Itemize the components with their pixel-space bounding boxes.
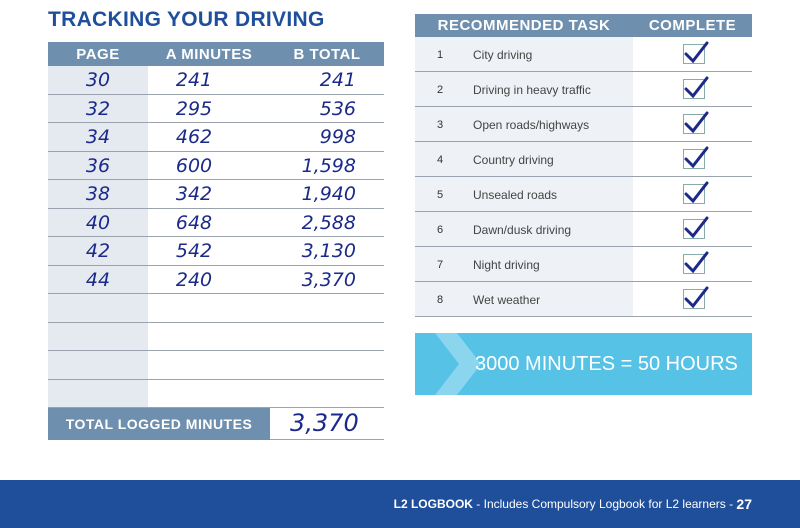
chevron xyxy=(435,333,481,395)
footer-brand: L2 LOGBOOK xyxy=(393,497,473,511)
handwritten-entry: 3,130 xyxy=(301,240,356,263)
task-number: 5 xyxy=(436,188,444,201)
checkbox xyxy=(683,41,709,64)
row-line xyxy=(270,439,384,440)
task-name: Open roads/highways xyxy=(473,117,590,132)
handwritten-entry: 36 xyxy=(85,154,111,177)
task-column-shade xyxy=(415,37,633,317)
handwritten-entry: 342 xyxy=(175,183,213,206)
handwritten-entry: 1,598 xyxy=(301,154,356,177)
row-line xyxy=(48,407,384,408)
handwritten-entry: 542 xyxy=(175,240,213,263)
row-line xyxy=(415,141,752,142)
handwritten-entry: 600 xyxy=(175,154,213,177)
row-line xyxy=(415,176,752,177)
row-line xyxy=(415,316,752,317)
task-name: Driving in heavy traffic xyxy=(473,82,591,97)
column-header: PAGE xyxy=(48,42,148,66)
checkmark xyxy=(684,251,709,274)
task-number: 1 xyxy=(436,48,444,61)
handwritten-entry: 34 xyxy=(85,126,111,149)
checkmark xyxy=(684,146,709,169)
task-number: 8 xyxy=(436,293,444,306)
checkbox xyxy=(683,76,709,99)
handwritten-entry: 2,588 xyxy=(301,211,356,234)
column-header: A MINUTES xyxy=(148,42,270,66)
task-name: Country driving xyxy=(473,152,554,167)
checkmark xyxy=(684,286,709,309)
handwritten-entry: 648 xyxy=(175,211,213,234)
row-line xyxy=(415,106,752,107)
handwritten-entry: 998 xyxy=(319,126,356,149)
row-line xyxy=(415,211,752,212)
handwritten-entry: 1,940 xyxy=(301,183,356,206)
task-name: Unsealed roads xyxy=(473,187,558,202)
checkmark xyxy=(684,181,709,204)
total-value: 3,370 xyxy=(290,409,359,437)
row-line xyxy=(48,236,384,237)
page-column-shade xyxy=(48,66,148,408)
handwritten-entry: 536 xyxy=(319,97,356,120)
total-label: TOTAL LOGGED MINUTES xyxy=(48,408,270,440)
handwritten-entry: 38 xyxy=(85,183,111,206)
checkmark xyxy=(684,216,709,239)
task-name: City driving xyxy=(473,47,533,62)
row-line xyxy=(48,122,384,123)
row-line xyxy=(48,150,384,152)
task-number: 7 xyxy=(436,258,444,271)
task-number: 4 xyxy=(436,153,444,166)
checkmark xyxy=(684,76,709,99)
column-header: B TOTAL xyxy=(270,42,384,66)
checkbox xyxy=(683,286,709,309)
task-number: 2 xyxy=(436,83,444,96)
handwritten-entry: 240 xyxy=(175,268,213,291)
checkmark xyxy=(684,41,709,64)
row-line xyxy=(415,246,752,247)
row-line xyxy=(415,71,752,72)
handwritten-entry: 241 xyxy=(319,69,356,92)
row-line xyxy=(415,281,752,282)
column-header: COMPLETE xyxy=(633,14,752,37)
handwritten-entry: 3,370 xyxy=(301,268,356,291)
row-line xyxy=(48,207,384,209)
checkbox xyxy=(683,181,709,204)
task-number: 3 xyxy=(436,118,444,131)
footer: L2 LOGBOOK - Includes Compulsory Logbook… xyxy=(0,480,800,528)
row-line xyxy=(48,378,384,380)
task-name: Night driving xyxy=(473,257,540,272)
checkbox xyxy=(683,111,709,134)
row-line xyxy=(48,350,384,351)
page-number: 27 xyxy=(736,496,752,512)
row-line xyxy=(48,93,384,95)
handwritten-entry: 32 xyxy=(85,97,111,120)
handwritten-entry: 42 xyxy=(85,240,111,263)
checkbox xyxy=(683,216,709,239)
task-name: Dawn/dusk driving xyxy=(473,222,572,237)
handwritten-entry: 462 xyxy=(175,126,213,149)
column-header: RECOMMENDED TASK xyxy=(415,14,633,37)
row-line xyxy=(48,321,384,323)
row-line xyxy=(48,264,384,266)
task-name: Wet weather xyxy=(473,292,541,307)
checkbox xyxy=(683,146,709,169)
handwritten-entry: 40 xyxy=(85,211,111,234)
task-number: 6 xyxy=(436,223,444,236)
checkbox xyxy=(683,251,709,274)
row-line xyxy=(48,179,384,180)
handwritten-entry: 30 xyxy=(85,69,111,92)
checkmark xyxy=(684,111,709,134)
banner: 3000 MINUTES = 50 HOURS xyxy=(415,333,752,395)
banner-text: 3000 MINUTES = 50 HOURS xyxy=(475,352,738,375)
handwritten-entry: 44 xyxy=(85,268,111,291)
handwritten-entry: 241 xyxy=(175,69,213,92)
row-line xyxy=(48,293,384,294)
title: TRACKING YOUR DRIVING xyxy=(48,8,325,31)
footer-text: - Includes Compulsory Logbook for L2 lea… xyxy=(472,497,737,511)
handwritten-entry: 295 xyxy=(175,97,213,120)
